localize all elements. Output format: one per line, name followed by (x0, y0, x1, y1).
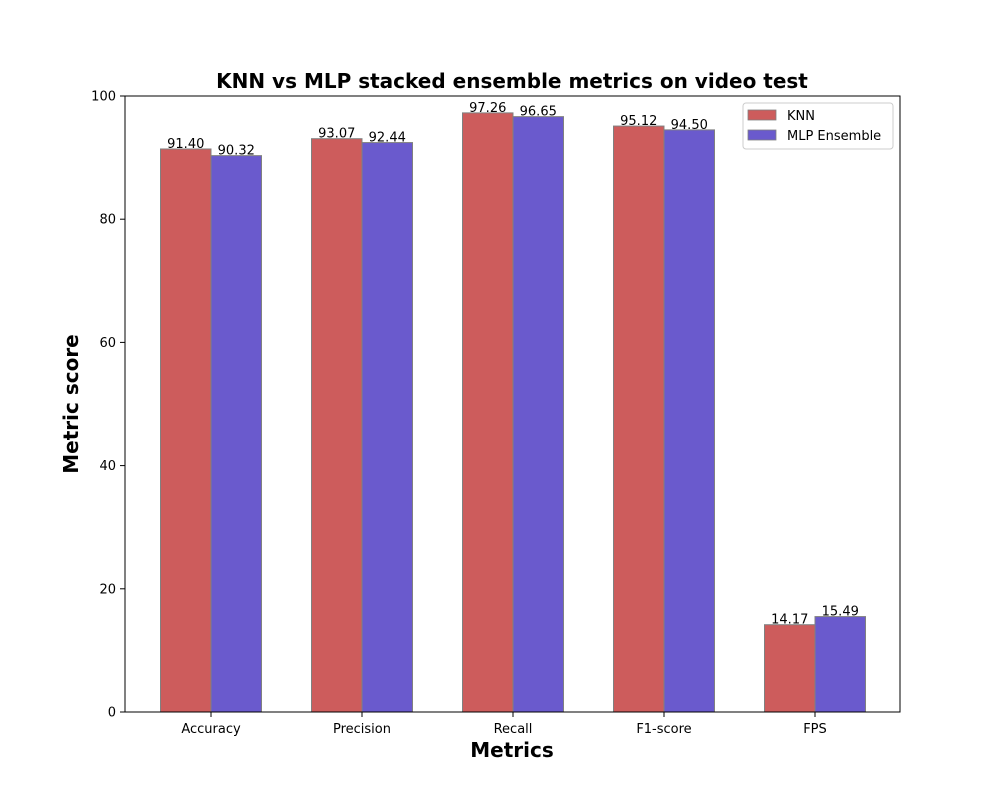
legend-box (742, 102, 894, 150)
y-axis-label: Metric score (59, 334, 83, 474)
legend-swatch-knn (747, 109, 777, 121)
legend-label-mlp-ensemble: MLP Ensemble (787, 129, 881, 144)
y-axis: 0 20 40 60 80 100 (91, 90, 125, 721)
bar-mlp-ensemble-fps (814, 616, 866, 713)
x-tick-label-recall: Recall (494, 722, 533, 737)
bar-knn-f1-score (613, 125, 665, 713)
y-tick-label-100: 100 (91, 90, 116, 105)
data-label-mlp-ensemble-recall: 96.65 (520, 105, 557, 120)
x-tick-label-precision: Precision (333, 722, 391, 737)
data-label-knn-f1-score: 95.12 (620, 114, 657, 129)
bar-knn-precision (311, 138, 363, 713)
x-axis-label: Metrics (470, 738, 554, 762)
data-label-mlp-ensemble-precision: 92.44 (369, 131, 406, 146)
chart-title: KNN vs MLP stacked ensemble metrics on v… (216, 69, 808, 93)
bar-knn-accuracy (160, 148, 212, 713)
data-label-mlp-ensemble-f1-score: 94.50 (671, 118, 708, 133)
x-axis: Accuracy Precision Recall F1-score FPS (181, 712, 827, 737)
legend-swatch-mlp-ensemble (747, 129, 777, 141)
legend: KNN MLP Ensemble (742, 102, 894, 150)
y-tick-label-0: 0 (108, 706, 116, 721)
bar-mlp-ensemble-f1-score (663, 129, 715, 713)
data-label-knn-fps: 14.17 (771, 613, 808, 628)
y-tick-label-20: 20 (99, 582, 116, 597)
data-labels-layer: 91.40 90.32 93.07 92.44 97.26 96.65 95.12 94.50… (167, 101, 859, 628)
data-label-mlp-ensemble-accuracy: 90.32 (218, 144, 255, 159)
legend-label-knn: KNN (787, 109, 815, 124)
data-label-mlp-ensemble-fps: 15.49 (822, 605, 859, 620)
data-label-knn-precision: 93.07 (318, 127, 355, 142)
y-tick-label-60: 60 (99, 336, 116, 351)
bar-mlp-ensemble-recall (512, 116, 564, 713)
x-tick-label-fps: FPS (803, 722, 827, 737)
bar-mlp-ensemble-accuracy (210, 155, 262, 713)
y-tick-label-40: 40 (99, 459, 116, 474)
bar-mlp-ensemble-precision (361, 142, 413, 713)
x-tick-label-accuracy: Accuracy (181, 722, 241, 737)
x-tick-label-f1-score: F1-score (636, 722, 691, 737)
data-label-knn-accuracy: 91.40 (167, 137, 204, 152)
bar-knn-recall (462, 112, 514, 713)
bar-knn-fps (764, 624, 816, 713)
data-label-knn-recall: 97.26 (469, 101, 506, 116)
y-tick-label-80: 80 (99, 213, 116, 228)
bars-layer (160, 112, 866, 713)
